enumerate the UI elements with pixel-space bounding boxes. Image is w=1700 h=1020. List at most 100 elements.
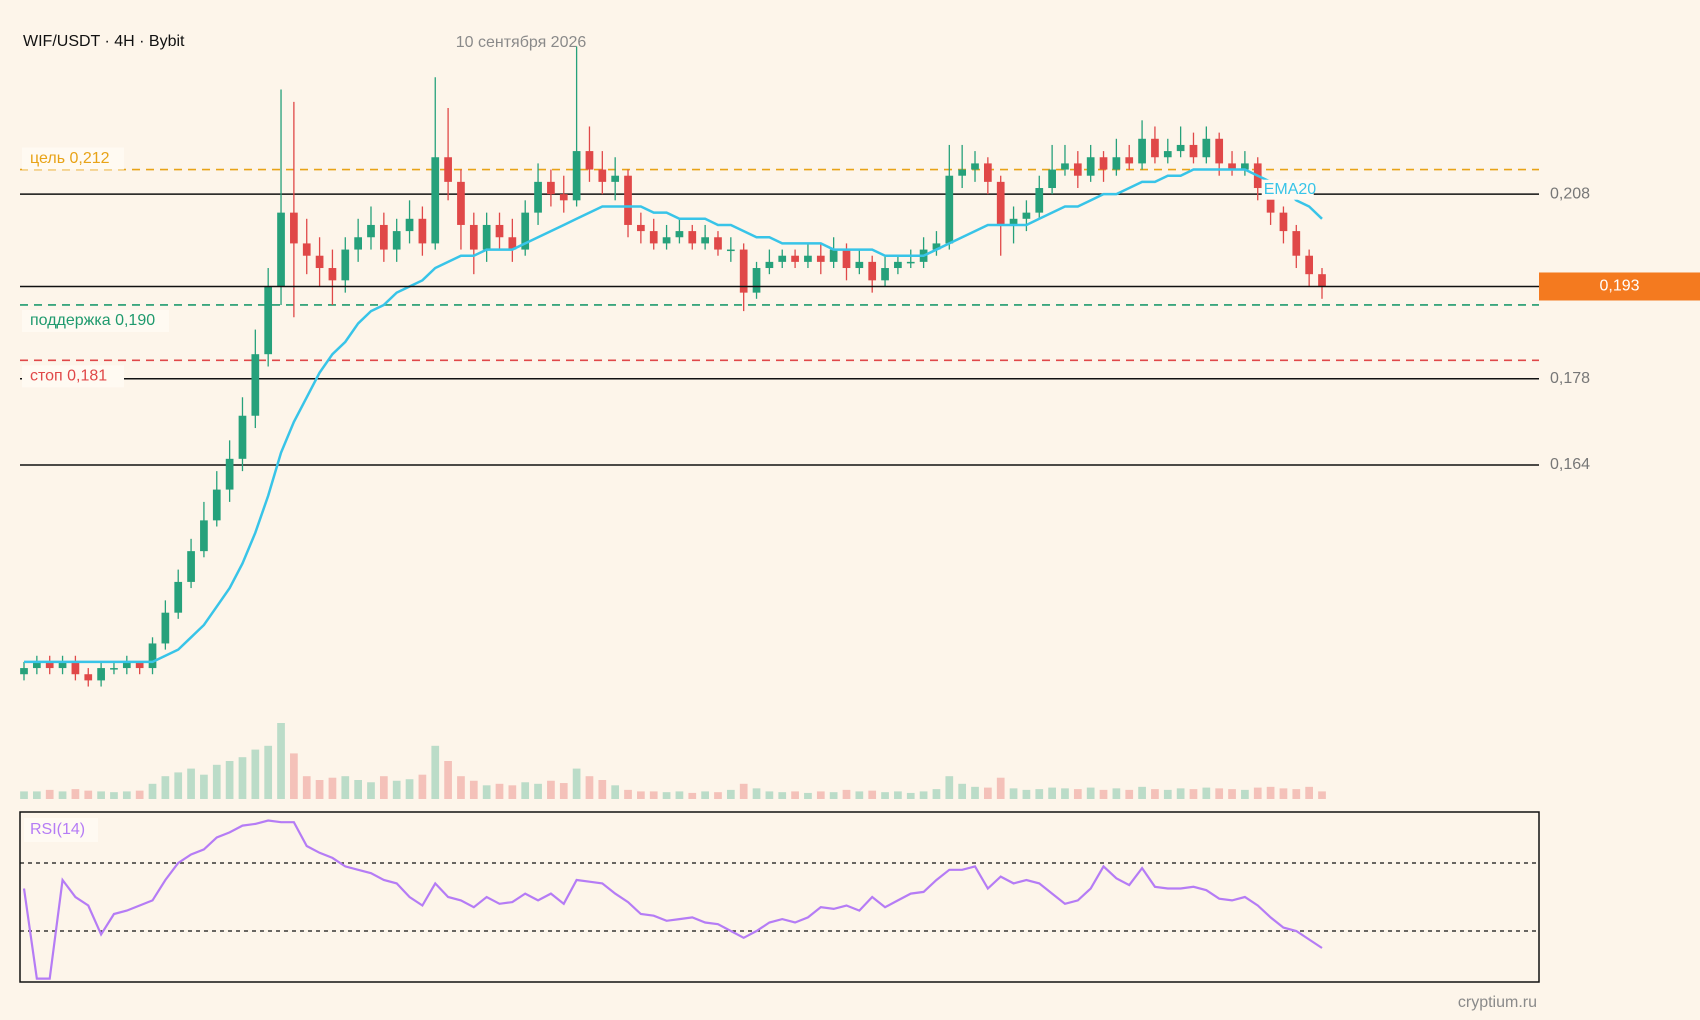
candle-body — [1215, 138, 1224, 164]
candle-body — [958, 169, 967, 176]
volume-bar — [739, 783, 748, 799]
candle-body — [392, 231, 401, 250]
volume-bar — [1099, 789, 1108, 799]
volume-bar — [971, 786, 979, 799]
volume-bar — [1318, 791, 1326, 799]
candle-body — [161, 612, 170, 644]
candle-body — [572, 151, 581, 201]
volume-bar — [1292, 789, 1301, 799]
candle-body — [251, 354, 260, 416]
candle-body — [547, 181, 555, 195]
candle-body — [1035, 188, 1044, 213]
volume-bar — [122, 791, 131, 799]
candle-body — [405, 218, 414, 232]
volume-bar — [547, 780, 555, 799]
candle-body — [148, 643, 157, 669]
candle-body — [20, 668, 28, 675]
volume-bar — [906, 792, 915, 799]
candle-body — [1112, 157, 1121, 170]
candle-body — [508, 237, 517, 250]
volume-bar — [1189, 789, 1198, 799]
volume-bar — [1253, 787, 1262, 799]
volume-bar — [1138, 786, 1146, 799]
candle-body — [1009, 218, 1018, 225]
candle-body — [945, 175, 954, 244]
candle-body — [45, 661, 54, 669]
candle-body — [97, 668, 105, 681]
candle-body — [739, 249, 748, 293]
volume-bar — [894, 791, 902, 799]
level-label-bg — [22, 309, 169, 332]
volume-bar — [868, 790, 877, 799]
last-price-label: 0,193 — [1599, 278, 1639, 295]
volume-bar — [482, 785, 491, 799]
candle-body — [894, 261, 902, 269]
volume-bar — [187, 768, 195, 799]
volume-bar — [200, 774, 208, 799]
candle-body — [341, 249, 350, 281]
candle-body — [1073, 163, 1082, 176]
volume-bar — [32, 791, 41, 799]
candle-body — [752, 268, 761, 293]
candle-body — [431, 157, 440, 244]
candle-body — [444, 157, 452, 182]
candle-body — [110, 668, 118, 670]
volume-bar — [302, 776, 311, 799]
candle-body — [32, 661, 41, 669]
volume-bar — [1073, 789, 1082, 799]
candle-body — [84, 674, 93, 681]
y-tick-label: 0,164 — [1550, 456, 1590, 473]
volume-bar — [829, 792, 838, 799]
volume-bar — [1279, 788, 1288, 799]
candle-body — [598, 169, 607, 182]
candle-body — [662, 237, 671, 244]
candle-body — [868, 261, 877, 281]
volume-bar — [919, 791, 928, 799]
candle-body — [482, 224, 491, 250]
volume-bar — [1009, 788, 1018, 799]
candle-body — [277, 212, 285, 287]
volume-bar — [174, 772, 183, 799]
volume-bar — [405, 779, 414, 799]
volume-bar — [148, 783, 157, 799]
candle-body — [804, 255, 812, 262]
volume-bar — [521, 782, 530, 799]
volume-bar — [662, 792, 671, 799]
candle-body — [765, 261, 774, 269]
candle-body — [984, 163, 992, 182]
volume-bar — [212, 764, 221, 799]
volume-bar — [341, 776, 350, 799]
volume-bar — [958, 783, 967, 799]
volume-bar — [58, 791, 67, 799]
candle-body — [1189, 144, 1198, 158]
volume-bar — [1112, 788, 1121, 799]
volume-bar — [71, 789, 80, 799]
candle-body — [714, 237, 722, 250]
date-label: 10 сентября 2026 — [456, 34, 587, 51]
y-tick-label: 0,178 — [1550, 370, 1590, 387]
volume-bar — [572, 768, 581, 799]
candle-body — [791, 255, 799, 262]
candle-body — [225, 458, 234, 490]
volume-bar — [842, 789, 851, 799]
volume-bar — [238, 757, 247, 799]
level-label: стоп 0,181 — [30, 368, 107, 385]
candle-body — [637, 224, 645, 232]
candle-body — [328, 268, 337, 281]
volume-bar — [791, 791, 799, 799]
chart-title: WIF/USDT · 4H · Bybit — [23, 33, 185, 50]
candle-body — [1266, 188, 1275, 213]
rsi-line — [22, 819, 1323, 980]
volume-bar — [675, 791, 684, 799]
candle-body — [611, 175, 620, 182]
candle-body — [842, 249, 851, 269]
candle-body — [624, 175, 632, 225]
volume-bar — [726, 789, 735, 799]
volume-bar — [367, 782, 375, 799]
level-label: цель 0,212 — [30, 150, 110, 167]
volume-bar — [469, 780, 478, 799]
candle-body — [1279, 212, 1288, 232]
volume-bar — [161, 776, 170, 799]
